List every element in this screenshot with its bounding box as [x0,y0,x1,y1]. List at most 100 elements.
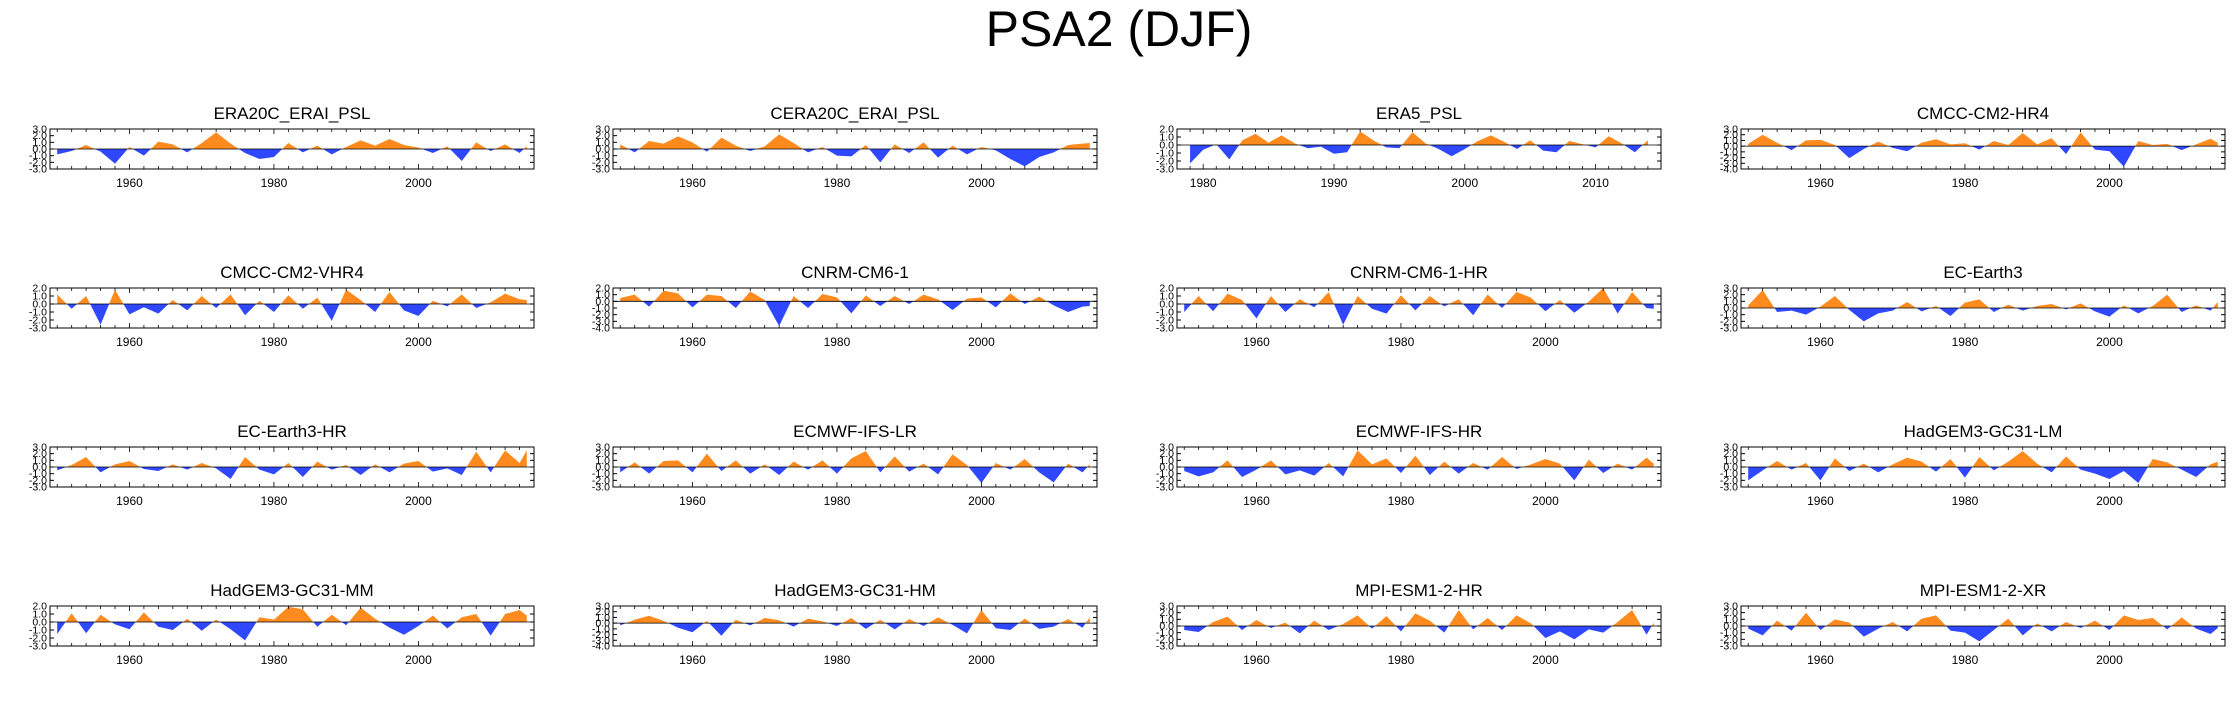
y-tick-label: 0.0 [32,617,47,629]
negative-area [1748,467,2218,483]
y-tick-label: 2.0 [1159,124,1174,136]
panel-title: MPI-ESM1-2-HR [1355,581,1483,600]
y-tick-label: -1.0 [1156,148,1174,160]
panel-era20c-erai-psl: ERA20C_ERAI_PSL 3.02.01.00.0-1.0-2.0-3.0 1… [29,104,535,190]
negative-area [1190,145,1648,164]
x-tick-label: 1980 [261,176,288,190]
x-tick-label: 1980 [261,494,288,508]
x-tick-label: 1990 [1321,176,1348,190]
x-tick-label: 2000 [405,335,432,349]
x-tick-label: 1960 [1807,176,1834,190]
y-tick-label: 0.0 [595,462,610,474]
y-tick-label: 0.0 [1159,299,1174,311]
y-tick-label: -1.0 [1720,146,1738,158]
x-tick-label: 1980 [824,176,851,190]
y-tick-label: -1.0 [29,468,47,480]
positive-area [620,610,1090,624]
positive-area [620,451,1090,467]
panel-title: EC-Earth3-HR [237,422,347,441]
positive-area [1748,132,2218,147]
x-tick-label: 1980 [1952,176,1979,190]
y-tick-label: -1.0 [592,468,610,480]
negative-area [57,149,527,164]
y-tick-label: 0.0 [1159,140,1174,152]
positive-area [1184,288,1654,304]
plot-frame [1740,128,2226,170]
x-tick-label: 2000 [2096,494,2123,508]
y-tick-label: -3.0 [1156,641,1174,653]
y-tick-label: 1.0 [1159,132,1174,144]
y-tick-label: 2.0 [595,448,610,460]
positive-area [1748,451,2218,467]
x-tick-label: 2000 [1532,653,1559,667]
y-tick-label: 3.0 [1723,283,1738,295]
panel-cmcc-cm2-vhr4: CMCC-CM2-VHR4 2.01.00.0-1.0-2.0-3.0 1960 19… [29,263,535,349]
y-tick-label: 0.0 [1723,621,1738,633]
y-tick-label: -1.0 [1156,307,1174,319]
positive-area [57,289,527,304]
y-tick-label: 1.0 [1159,291,1174,303]
panel-title: HadGEM3-GC31-HM [774,581,936,600]
y-tick-label: 2.0 [595,606,610,618]
positive-area [1190,131,1648,145]
y-tick-label: -4.0 [592,323,610,335]
x-tick-label: 1960 [116,494,143,508]
negative-area [57,622,527,641]
y-tick-label: 2.0 [1159,283,1174,295]
y-tick-label: 0.0 [595,144,610,156]
panel-title: CNRM-CM6-1 [801,263,909,282]
y-tick-label: 3.0 [32,442,47,454]
positive-area [1184,610,1654,626]
plot-frame [1176,287,1662,329]
y-tick-label: -1.0 [592,623,610,635]
y-tick-label: -1.0 [1720,627,1738,639]
y-tick-label: 3.0 [595,601,610,613]
positive-area [1748,612,2218,626]
negative-area [1184,467,1654,481]
negative-area [57,304,527,325]
panel-era5-psl: ERA5_PSL 2.01.00.0-1.0-2.0-3.0 1980 1990 200… [1156,104,1662,190]
y-tick-label: 0.0 [32,299,47,311]
y-tick-label: 0.0 [1159,462,1174,474]
positive-area [620,134,1090,149]
panel-cera20c-erai-psl: CERA20C_ERAI_PSL 3.02.01.00.0-1.0-2.0-3.0… [592,104,1098,190]
x-tick-label: 1980 [824,335,851,349]
panel-title: HadGEM3-GC31-MM [210,581,373,600]
figure-title: PSA2 (DJF) [985,1,1253,57]
y-tick-label: 3.0 [1723,124,1738,136]
y-tick-label: 3.0 [1159,601,1174,613]
x-tick-label: 1980 [1388,335,1415,349]
panel-ecmwf-ifs-lr: ECMWF-IFS-LR 3.02.01.00.0-1.0-2.0-3.0 1960… [592,422,1098,508]
panel-hadgem3-gc31-lm: HadGEM3-GC31-LM 3.02.01.00.0-1.0-2.0-3.0 1… [1720,422,2226,508]
y-tick-label: -3.0 [29,641,47,653]
x-tick-label: 1980 [1190,176,1217,190]
negative-area [1748,626,2218,642]
x-tick-label: 2000 [405,494,432,508]
y-tick-label: -3.0 [592,316,610,328]
panel-title: HadGEM3-GC31-LM [1904,422,2063,441]
y-tick-label: 0.0 [32,462,47,474]
y-tick-label: -4.0 [592,641,610,653]
negative-area [1748,308,2218,322]
x-tick-label: 1960 [679,335,706,349]
panel-title: CERA20C_ERAI_PSL [770,104,939,123]
plot-frame [49,605,535,647]
panel-title: ECMWF-IFS-HR [1356,422,1483,441]
y-tick-label: 2.0 [595,130,610,142]
y-tick-label: -3.0 [1720,158,1738,170]
y-tick-label: 0.0 [1159,621,1174,633]
y-tick-label: 1.0 [32,455,47,467]
y-tick-label: -2.0 [592,629,610,641]
x-tick-label: 1960 [1243,653,1270,667]
y-tick-label: -2.0 [1720,475,1738,487]
y-tick-label: 1.0 [1723,455,1738,467]
x-tick-label: 2000 [2096,653,2123,667]
y-tick-label: -2.0 [1720,152,1738,164]
x-tick-label: 2000 [405,653,432,667]
y-tick-label: 3.0 [1723,601,1738,613]
y-tick-label: -1.0 [29,150,47,162]
y-tick-label: -2.0 [1156,156,1174,168]
x-tick-label: 1960 [679,653,706,667]
y-tick-label: -2.0 [592,309,610,321]
